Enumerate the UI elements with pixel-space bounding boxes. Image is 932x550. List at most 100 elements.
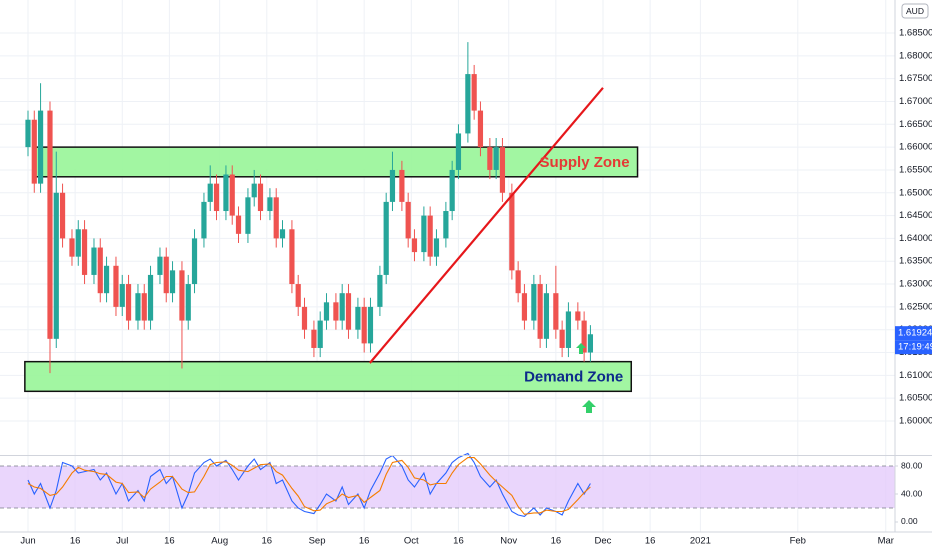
countdown-label: 17:19:49	[898, 342, 932, 353]
candle-body	[317, 320, 323, 348]
candle-body	[141, 293, 147, 321]
x-tick-label: Feb	[790, 536, 806, 547]
candle-body	[537, 284, 543, 339]
candle-body	[147, 274, 154, 321]
candle-body	[323, 302, 330, 321]
candle-body	[553, 293, 559, 330]
candle-body	[449, 169, 455, 212]
candle-body	[493, 147, 499, 170]
y-tick-label: 1.61000	[899, 370, 932, 381]
candle-body	[25, 119, 31, 148]
candle-body	[345, 293, 352, 330]
last-price-box	[895, 326, 932, 341]
candle-body	[411, 238, 418, 253]
candle-body	[201, 201, 207, 239]
x-tick-label: 16	[453, 536, 464, 547]
zone-label: Supply Zone	[540, 154, 630, 171]
candle-body	[587, 334, 594, 353]
grid-layer	[0, 0, 895, 532]
candle-body	[279, 229, 286, 239]
candle-body	[185, 284, 191, 321]
y-tick-label: 1.65000	[899, 187, 932, 198]
x-tick-label: 16	[70, 536, 81, 547]
candle-body	[427, 215, 433, 257]
y-tick-label: 1.67000	[899, 96, 932, 107]
x-tick-label: Jun	[20, 536, 35, 547]
indicator-line	[27, 457, 591, 515]
candle-body	[465, 74, 471, 134]
candle-body	[355, 306, 361, 330]
trend-line	[369, 87, 604, 364]
candle-body	[333, 302, 339, 321]
candle-body	[405, 201, 411, 239]
zone	[34, 146, 639, 178]
candle-body	[163, 256, 169, 294]
x-tick-label: Mar	[878, 536, 894, 547]
y-tick-label: 1.68500	[899, 28, 932, 39]
candle-body	[31, 119, 37, 184]
candle-body	[125, 284, 132, 321]
x-tick-label: Sep	[309, 536, 326, 547]
y-tick-label: 1.62500	[899, 301, 932, 312]
y-tick-label: 1.60500	[899, 393, 932, 404]
signal-arrow	[582, 400, 596, 413]
candle-body	[295, 284, 301, 307]
candle-body	[273, 197, 279, 239]
candle-body	[229, 174, 235, 216]
y-tick-label: 1.67500	[899, 73, 932, 84]
candle-body	[103, 265, 110, 294]
candle-body	[157, 256, 163, 275]
candle-body	[575, 311, 581, 321]
y-tick-label: 1.63000	[899, 279, 932, 290]
x-tick-label: 16	[164, 536, 175, 547]
candle-body	[487, 147, 493, 170]
candle-body	[377, 274, 383, 307]
candle-body	[191, 238, 198, 285]
candle-body	[37, 110, 44, 184]
y-tick-label: 1.66500	[899, 119, 932, 130]
y-tick-label: 80.00	[901, 460, 923, 470]
x-tick-label: Jul	[116, 536, 128, 547]
candle-body	[509, 192, 515, 271]
candle-body	[455, 133, 462, 170]
candle-body	[433, 238, 440, 257]
y-tick-label: 1.65500	[899, 164, 932, 175]
last-price-label: 1.61924	[898, 328, 932, 339]
candle-body	[251, 183, 257, 198]
candle-body	[421, 215, 427, 253]
candle-body	[367, 306, 374, 344]
candle-body	[477, 110, 484, 148]
candle-body	[213, 183, 220, 212]
candle-body	[207, 183, 213, 202]
candle-body	[119, 284, 125, 307]
candle-body	[59, 192, 66, 239]
x-tick-label: 2021	[690, 536, 711, 547]
candle-body	[311, 329, 317, 348]
candle-body	[169, 270, 176, 294]
candle-body	[53, 192, 59, 339]
x-tick-label: 16	[261, 536, 272, 547]
y-tick-label: 0.00	[901, 516, 918, 526]
candle-body	[581, 320, 587, 353]
candle-body	[245, 197, 251, 234]
y-tick-label: 1.68000	[899, 50, 932, 61]
candle-body	[499, 147, 506, 193]
candle-body	[91, 247, 97, 275]
candle-body	[47, 110, 53, 339]
candle-body	[521, 293, 528, 321]
y-tick-label: 1.66000	[899, 142, 932, 153]
candle-body	[443, 211, 449, 239]
y-tick-label: 1.64000	[899, 233, 932, 244]
candle-body	[471, 74, 477, 111]
candle-body	[559, 329, 565, 348]
zone-label: Demand Zone	[524, 368, 623, 385]
x-tick-label: Nov	[500, 536, 517, 547]
candle-body	[179, 270, 185, 321]
candle-body	[97, 247, 103, 294]
currency-badge	[901, 3, 929, 19]
x-tick-label: 16	[645, 536, 656, 547]
candle-body	[81, 229, 88, 275]
candle-body	[135, 293, 141, 321]
